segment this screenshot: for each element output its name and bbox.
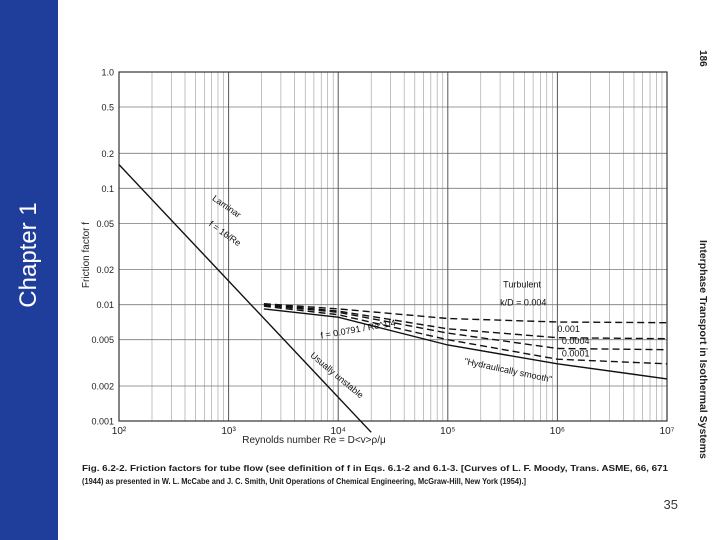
series-line-kD_0.0001 [263,305,668,365]
series-line-laminar [118,164,372,433]
x-tick-label: 10⁵ [440,426,455,437]
chart-annotation: Turbulent [503,280,541,290]
series-lines [118,164,668,433]
series-line-kD_0.004 [263,303,668,324]
y-tick-label: 0.005 [91,335,114,345]
friction-factor-chart: 10² 10³ 10⁴ 10⁵ 10⁶ 10⁷ 0.001 0.002 0.005 0.01 0.0… [81,50,709,486]
y-tick-label: 1.0 [101,68,114,78]
figure-caption-line-1: Fig. 6.2-2. Friction factors for tube fl… [82,464,669,473]
chart-annotation: k/D = 0.004 [500,298,546,308]
series-line-kD_0.0004 [263,304,668,351]
chapter-sidebar: Chapter 1 [0,0,58,540]
series-line-smooth [263,308,668,380]
series-line-kD_0.001 [263,303,668,340]
y-tick-label: 0.1 [101,184,114,194]
y-tick-label: 0.2 [101,149,114,159]
chart-annotation: 0.001 [557,324,580,334]
axis-ticks: 10² 10³ 10⁴ 10⁵ 10⁶ 10⁷ 0.001 0.002 0.005 0.01 0.0… [91,68,674,438]
slide-page-number: 35 [663,497,678,512]
x-tick-label: 10⁴ [330,426,345,437]
side-header: Interphase Transport in Isothermal Syste… [697,240,709,459]
chart-annotation: 0.0001 [562,348,590,358]
x-tick-label: 10² [112,426,127,437]
x-axis-label: Reynolds number Re = D<v>ρ/μ [242,435,386,446]
y-tick-label: 0.01 [96,300,114,310]
y-tick-label: 0.5 [101,103,114,113]
chart-annotation: Laminar [210,193,242,220]
plot-frame [118,71,668,422]
x-tick-label: 10⁷ [660,426,675,437]
chart-annotation: 0.0004 [562,336,590,346]
x-tick-label: 10⁶ [550,426,565,437]
book-page-number: 186 [697,50,708,67]
figure-caption-line-2: (1944) as presented in W. L. McCabe and … [82,477,526,486]
chart-annotation: f = 0.0791 / Re^1/4 [320,318,397,341]
y-tick-label: 0.002 [91,381,114,391]
y-tick-label: 0.02 [96,265,114,275]
y-tick-label: 0.05 [96,219,114,229]
grid [118,71,668,422]
x-tick-label: 10³ [221,426,236,437]
chapter-title: Chapter 1 [15,202,42,308]
y-axis-label: Friction factor f [81,222,92,288]
y-tick-label: 0.001 [91,417,114,427]
